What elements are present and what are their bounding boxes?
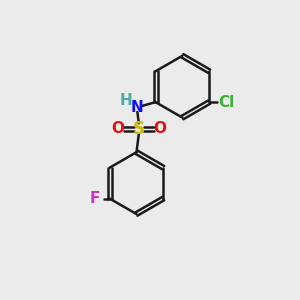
Text: N: N [131, 100, 144, 115]
Text: F: F [89, 191, 100, 206]
Text: H: H [120, 94, 133, 109]
Text: Cl: Cl [218, 95, 234, 110]
Text: S: S [133, 120, 145, 138]
Text: O: O [154, 121, 166, 136]
Text: O: O [111, 121, 124, 136]
